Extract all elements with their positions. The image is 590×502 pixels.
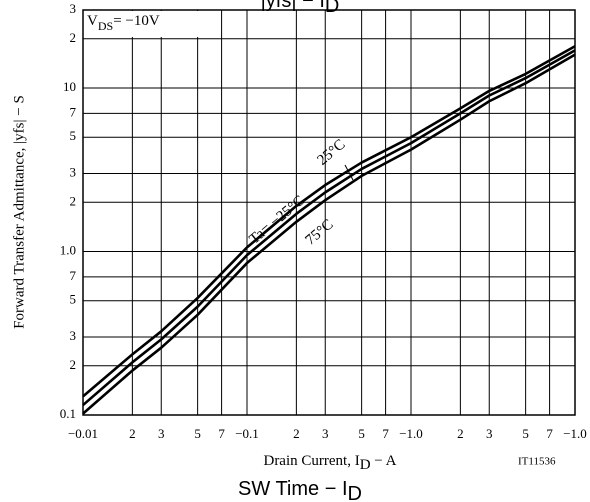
- vds-label: VDS= −10V: [87, 13, 160, 32]
- x-tick-label: −1.0: [563, 426, 587, 441]
- x-tick-label: 5: [522, 426, 529, 441]
- y-tick-label: 7: [70, 104, 77, 119]
- pointer: [344, 164, 354, 181]
- x-tick-label: 5: [358, 426, 365, 441]
- figure-code: IT11536: [518, 456, 556, 468]
- x-tick-label: 5: [194, 426, 201, 441]
- y-axis-label: Forward Transfer Admittance, |yfs| − S: [11, 95, 27, 329]
- vds-part: V: [87, 13, 98, 29]
- plot-frame: [82, 9, 576, 416]
- temp-label: 75°C: [302, 217, 336, 249]
- x-tick-label: 2: [293, 426, 300, 441]
- x-tick-label: 3: [158, 426, 165, 441]
- y-tick-label: 0.1: [60, 406, 76, 421]
- y-tick-label: 3: [70, 164, 77, 179]
- series-line: [82, 53, 576, 415]
- x-tick-label: 2: [129, 426, 136, 441]
- y-tick-label: 3: [70, 1, 77, 16]
- x-axis-label: Drain Current, ID − A: [263, 453, 396, 473]
- y-tick-label: 5: [70, 292, 77, 307]
- x-tick-label: −1.0: [399, 426, 423, 441]
- series-line: [82, 49, 576, 407]
- x-tick-label: 7: [546, 426, 553, 441]
- y-tick-label: 2: [70, 30, 77, 45]
- footer-title: SW Time − ID: [238, 478, 362, 502]
- series-line: [82, 45, 576, 398]
- y-tick-label: 7: [70, 268, 77, 283]
- chart-title: |yfs| − ID: [261, 0, 340, 17]
- vds-part: = −10V: [113, 13, 160, 29]
- vds-part: DS: [98, 19, 113, 33]
- y-tick-label: 1.0: [60, 242, 76, 257]
- y-tick-label: 2: [70, 357, 77, 372]
- x-tick-label: −0.01: [68, 426, 98, 441]
- annotation-box: [84, 11, 200, 37]
- x-tick-label: 7: [218, 426, 225, 441]
- x-tick-label: 3: [322, 426, 329, 441]
- y-tick-label: 10: [63, 79, 76, 94]
- x-tick-label: 7: [382, 426, 389, 441]
- y-tick-label: 2: [70, 193, 77, 208]
- x-tick-label: 2: [457, 426, 464, 441]
- x-tick-label: 3: [486, 426, 493, 441]
- x-tick-label: −0.1: [235, 426, 259, 441]
- y-tick-label: 3: [70, 328, 77, 343]
- temp-label: 25°C: [314, 137, 348, 169]
- y-tick-label: 5: [70, 128, 77, 143]
